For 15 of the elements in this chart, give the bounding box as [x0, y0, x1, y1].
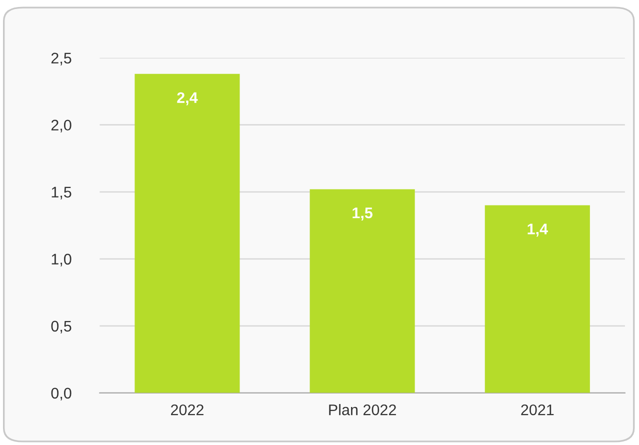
- x-tick-label: 2021: [521, 404, 554, 416]
- data-label: 2,4: [177, 92, 198, 106]
- data-label: 1,5: [352, 208, 373, 221]
- y-tick-label: 0,5: [51, 320, 72, 334]
- y-tick-label: 2,5: [51, 52, 72, 66]
- bar: [484, 205, 590, 393]
- y-tick-label: 2,0: [51, 120, 72, 132]
- x-tick-label: 2022: [171, 404, 204, 416]
- y-tick-label: 1,0: [52, 254, 72, 266]
- bar: [310, 189, 415, 393]
- y-tick-label: 1,5: [52, 186, 72, 200]
- data-label: 1,4: [528, 224, 548, 237]
- y-tick-label: 0,0: [51, 388, 72, 400]
- bar: [134, 74, 240, 393]
- x-tick-label: Plan 2022: [329, 404, 396, 416]
